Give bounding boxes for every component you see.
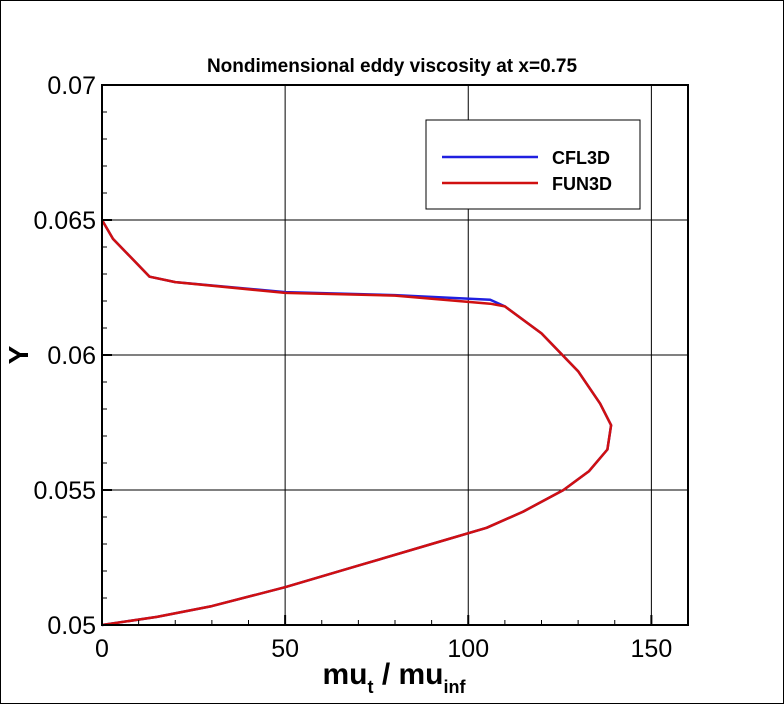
legend-label-cfl3d: CFL3D [552, 148, 610, 168]
y-tick-label: 0.06 [47, 342, 96, 370]
x-tick-label: 50 [271, 635, 299, 663]
legend-label-fun3d: FUN3D [552, 174, 612, 194]
chart-title: Nondimensional eddy viscosity at x=0.75 [207, 56, 578, 77]
y-tick-label: 0.055 [33, 477, 96, 505]
y-tick-label: 0.065 [33, 207, 96, 235]
series-line-fun3d [100, 219, 613, 627]
x-axis-label: mut / muinf [322, 658, 466, 697]
tick-labels: 0 50 100 150 0.05 0.055 0.06 0.065 0.07 [33, 72, 672, 663]
ticks [101, 84, 653, 626]
x-tick-label: 100 [447, 635, 489, 663]
legend-box [425, 119, 641, 210]
y-axis-label: Y [3, 345, 34, 364]
legend: CFL3D FUN3D [425, 119, 641, 210]
series-lines [100, 219, 613, 627]
x-tick-label: 0 [95, 635, 109, 663]
y-tick-label: 0.05 [47, 612, 96, 640]
x-tick-label: 150 [631, 635, 673, 663]
y-tick-label: 0.07 [47, 72, 96, 100]
